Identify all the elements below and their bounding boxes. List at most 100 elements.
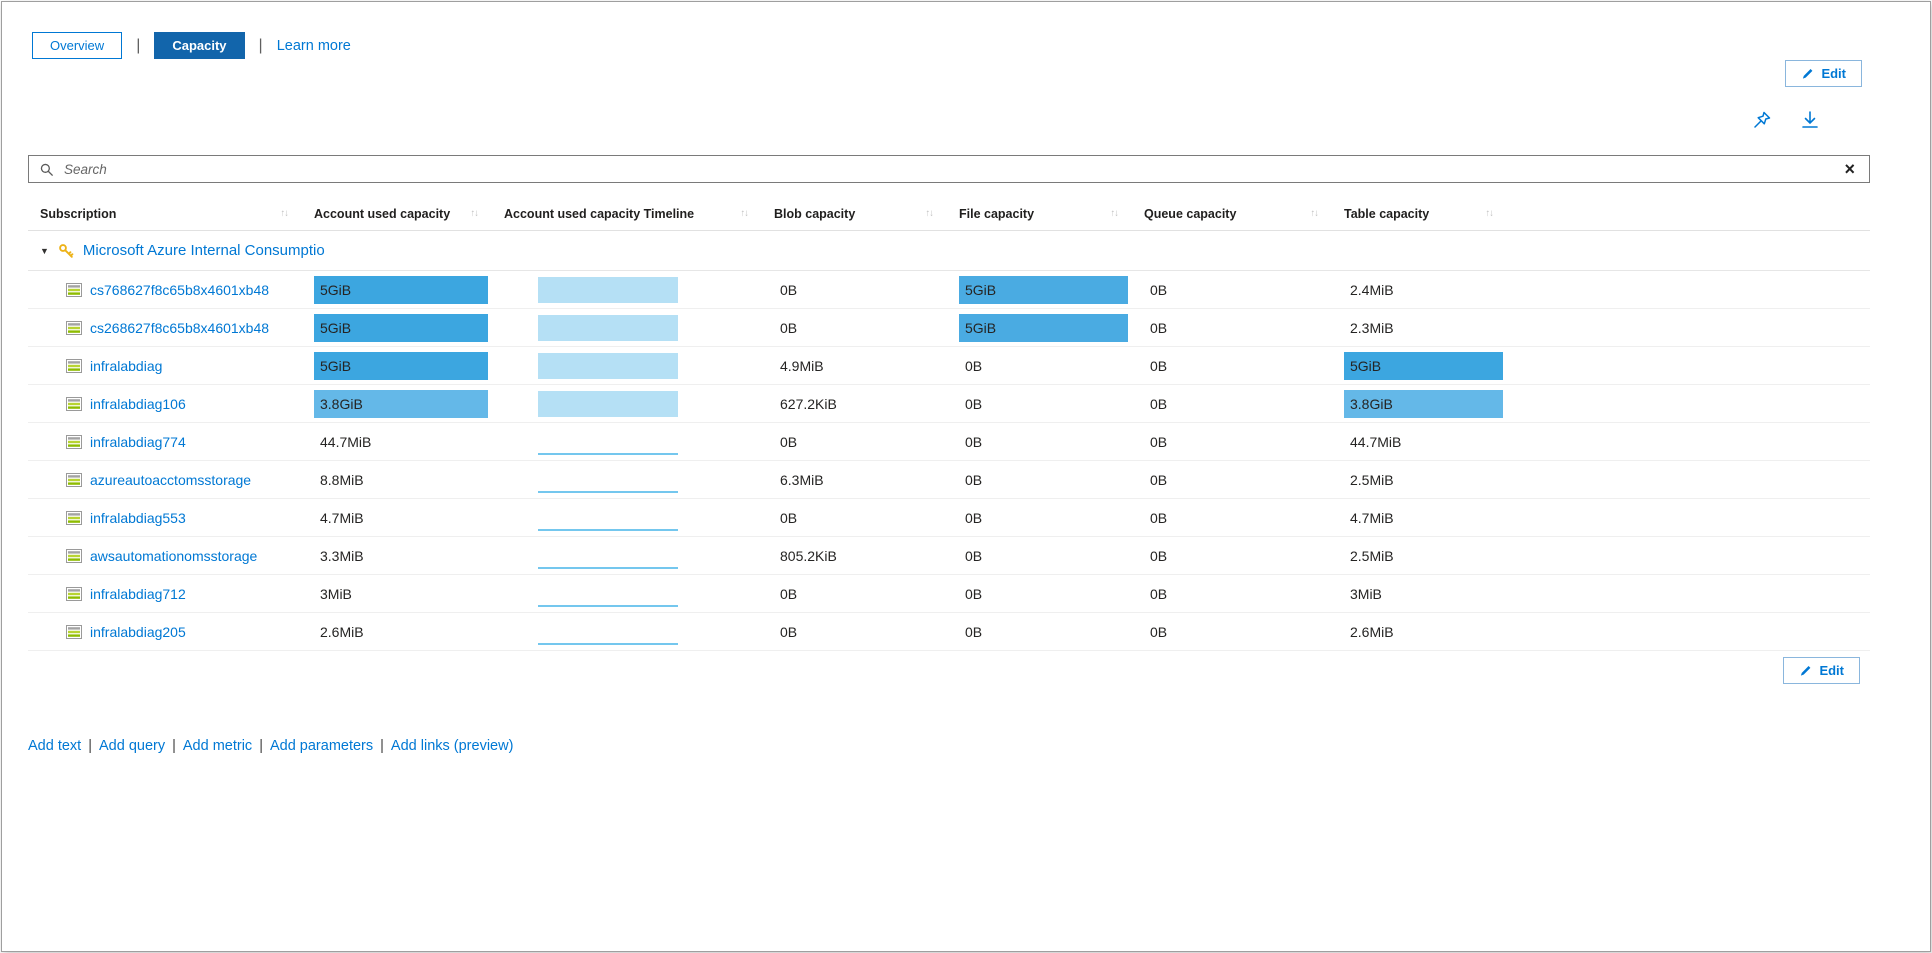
tab-bar: Overview | Capacity | Learn more	[32, 32, 1930, 59]
account-used-capacity-value: 5GiB	[314, 313, 488, 342]
timeline-sparkline	[538, 505, 678, 531]
row-filler	[1507, 271, 1870, 308]
queue-capacity-value: 0B	[1150, 281, 1168, 298]
column-header-file-capacity[interactable]: File capacity ↑↓	[947, 197, 1132, 230]
storage-account-link[interactable]: infralabdiag712	[90, 585, 186, 602]
sort-icon[interactable]: ↑↓	[1485, 208, 1494, 219]
storage-account-icon	[66, 282, 82, 297]
storage-account-link[interactable]: infralabdiag205	[90, 623, 186, 640]
account-used-capacity-cell: 44.7MiB	[302, 423, 492, 460]
subscription-group-link[interactable]: Microsoft Azure Internal Consumptio	[82, 242, 325, 259]
learn-more-link[interactable]: Learn more	[276, 37, 351, 54]
add-links-preview-link[interactable]: Add links (preview)	[390, 738, 514, 754]
add-metric-link[interactable]: Add metric	[182, 738, 253, 754]
storage-account-link[interactable]: infralabdiag106	[90, 395, 186, 412]
column-header-account-used-capacity[interactable]: Account used capacity ↑↓	[302, 197, 492, 230]
table-row: infralabdiag553 4.7MiB 0B 0B 0B 4.7MiB	[28, 499, 1870, 537]
link-separator: |	[380, 738, 384, 754]
collapse-chevron-icon[interactable]: ▼	[40, 245, 49, 256]
sort-icon[interactable]: ↑↓	[1310, 208, 1319, 219]
storage-account-icon	[66, 358, 82, 373]
file-capacity-cell: 5GiB	[947, 271, 1132, 308]
account-used-capacity-value: 44.7MiB	[320, 433, 372, 450]
blob-capacity-value: 627.2KiB	[780, 395, 837, 412]
timeline-cell	[492, 537, 762, 574]
queue-capacity-value: 0B	[1150, 319, 1168, 336]
queue-capacity-value: 0B	[1150, 547, 1168, 564]
storage-account-link[interactable]: cs768627f8c65b8x4601xb48	[90, 281, 270, 298]
tab-separator: |	[258, 36, 263, 54]
blob-capacity-value: 0B	[780, 585, 798, 602]
add-parameters-link[interactable]: Add parameters	[269, 738, 374, 754]
column-label: File capacity	[959, 206, 1035, 221]
column-header-account-used-capacity-timeline[interactable]: Account used capacity Timeline ↑↓	[492, 197, 762, 230]
table-row: cs768627f8c65b8x4601xb48 5GiB 0B 5GiB 0B 2.4M…	[28, 271, 1870, 309]
table-header: Subscription ↑↓ Account used capacity ↑↓…	[28, 197, 1870, 231]
subscription-cell: infralabdiag106	[28, 385, 302, 422]
sort-icon[interactable]: ↑↓	[740, 208, 749, 219]
account-used-capacity-value: 5GiB	[314, 275, 488, 304]
subscription-cell: infralabdiag	[28, 347, 302, 384]
blob-capacity-cell: 0B	[762, 499, 947, 536]
subscription-cell: infralabdiag774	[28, 423, 302, 460]
header-filler	[1507, 197, 1870, 230]
storage-account-link[interactable]: infralabdiag774	[90, 433, 186, 450]
add-query-link[interactable]: Add query	[98, 738, 166, 754]
sort-icon[interactable]: ↑↓	[470, 208, 479, 219]
link-separator: |	[259, 738, 263, 754]
blob-capacity-cell: 0B	[762, 613, 947, 650]
storage-account-link[interactable]: infralabdiag	[90, 357, 163, 374]
subscription-group-row[interactable]: ▼ Microsoft Azure Internal Consumptio	[28, 231, 1870, 271]
row-filler	[1507, 575, 1870, 612]
queue-capacity-value: 0B	[1150, 471, 1168, 488]
table-capacity-cell: 3.8GiB	[1332, 385, 1507, 422]
file-capacity-cell: 0B	[947, 613, 1132, 650]
storage-account-link[interactable]: awsautomationomsstorage	[90, 547, 258, 564]
blob-capacity-value: 0B	[780, 319, 798, 336]
blob-capacity-cell: 6.3MiB	[762, 461, 947, 498]
row-filler	[1507, 461, 1870, 498]
column-header-blob-capacity[interactable]: Blob capacity ↑↓	[762, 197, 947, 230]
file-capacity-value: 0B	[965, 509, 983, 526]
blob-capacity-value: 0B	[780, 509, 798, 526]
table-capacity-value: 5GiB	[1344, 351, 1503, 380]
edit-button-bottom[interactable]: Edit	[1783, 657, 1860, 684]
search-input[interactable]	[62, 160, 1833, 178]
download-icon[interactable]	[1800, 110, 1820, 130]
sort-icon[interactable]: ↑↓	[925, 208, 934, 219]
edit-pencil-icon	[1803, 69, 1813, 79]
column-header-queue-capacity[interactable]: Queue capacity ↑↓	[1132, 197, 1332, 230]
queue-capacity-value: 0B	[1150, 509, 1168, 526]
timeline-cell	[492, 385, 762, 422]
queue-capacity-value: 0B	[1150, 623, 1168, 640]
tab-overview[interactable]: Overview	[32, 32, 123, 59]
blob-capacity-cell: 627.2KiB	[762, 385, 947, 422]
file-capacity-value: 0B	[965, 357, 983, 374]
sort-icon[interactable]: ↑↓	[1110, 208, 1119, 219]
blob-capacity-value: 805.2KiB	[780, 547, 837, 564]
pin-icon[interactable]	[1752, 110, 1772, 130]
add-text-link[interactable]: Add text	[28, 738, 82, 754]
queue-capacity-cell: 0B	[1132, 385, 1332, 422]
blob-capacity-value: 0B	[780, 433, 798, 450]
table-capacity-cell: 5GiB	[1332, 347, 1507, 384]
storage-account-link[interactable]: azureautoacctomsstorage	[90, 471, 252, 488]
storage-account-icon	[66, 586, 82, 601]
storage-account-icon	[66, 396, 82, 411]
table-row: infralabdiag712 3MiB 0B 0B 0B 3MiB	[28, 575, 1870, 613]
queue-capacity-cell: 0B	[1132, 423, 1332, 460]
sort-icon[interactable]: ↑↓	[280, 208, 289, 219]
subscription-cell: cs268627f8c65b8x4601xb48	[28, 309, 302, 346]
clear-search-icon[interactable]: ×	[1844, 159, 1855, 179]
subscription-cell: awsautomationomsstorage	[28, 537, 302, 574]
tab-capacity[interactable]: Capacity	[154, 32, 245, 59]
file-capacity-value: 5GiB	[959, 313, 1128, 342]
storage-account-link[interactable]: cs268627f8c65b8x4601xb48	[90, 319, 270, 336]
column-header-table-capacity[interactable]: Table capacity ↑↓	[1332, 197, 1507, 230]
storage-account-link[interactable]: infralabdiag553	[90, 509, 186, 526]
column-header-subscription[interactable]: Subscription ↑↓	[28, 197, 302, 230]
account-used-capacity-cell: 3.8GiB	[302, 385, 492, 422]
edit-button-top[interactable]: Edit	[1785, 60, 1862, 87]
row-filler	[1507, 309, 1870, 346]
tab-separator: |	[136, 36, 141, 54]
